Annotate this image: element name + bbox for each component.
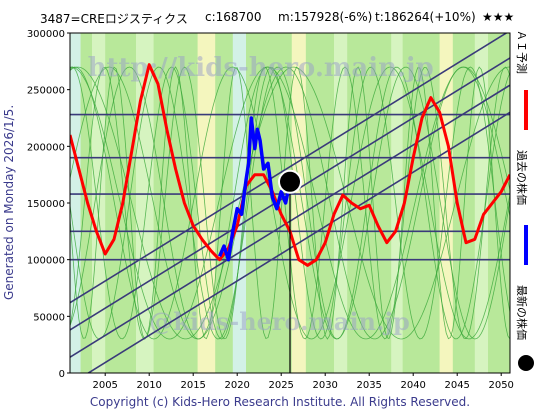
x-tick-label: 2005: [92, 380, 117, 391]
x-tick-label: 2010: [136, 380, 161, 391]
x-tick-label: 2035: [356, 380, 381, 391]
legend-label: ＡＩ予測: [515, 30, 528, 74]
background-band: [391, 33, 403, 373]
background-band: [92, 33, 106, 373]
mean-price: m:157928(-6%): [278, 10, 373, 24]
legend-swatch: [524, 90, 528, 130]
history-price-line: [217, 116, 292, 262]
y-tick-label: 100000: [27, 256, 65, 267]
background-wave: [70, 66, 510, 340]
watermark-text: @kids-hero.main.jp: [149, 307, 410, 336]
legend-label: 過去の株価: [515, 150, 528, 205]
x-tick-label: 2030: [312, 380, 337, 391]
latest-point: [278, 169, 302, 373]
y-tick-label: 0: [59, 369, 65, 380]
current-price: c:168700: [205, 10, 262, 24]
x-tick-label: 2045: [444, 380, 469, 391]
y-tick-label: 300000: [27, 29, 65, 40]
x-tick-label: 2040: [400, 380, 425, 391]
background-wave: [70, 66, 510, 340]
plot-background: [70, 33, 510, 373]
axes: 0 50000 100000 150000 200000 250000 300000 2005…: [27, 29, 514, 391]
x-tick-label: 2015: [180, 380, 205, 391]
rating-stars: ★★★: [482, 10, 515, 24]
x-tick-label: 2050: [488, 380, 513, 391]
legend-dot: [518, 355, 534, 371]
background-band: [439, 33, 453, 373]
y-tick-label: 200000: [27, 142, 65, 153]
trend-line: [70, 33, 508, 304]
y-tick-label: 150000: [27, 199, 65, 210]
copyright-text: Copyright (c) Kids-Hero Research Institu…: [89, 395, 471, 409]
background-band: [70, 33, 81, 373]
latest-price-dot: [278, 169, 302, 194]
target-price: t:186264(+10%): [375, 10, 476, 24]
y-tick-label: 250000: [27, 86, 65, 97]
x-tick-label: 2020: [224, 380, 249, 391]
generated-date-label: Generated on Monday 2026/1/5.: [2, 104, 16, 300]
legend-swatch: [524, 225, 528, 265]
y-tick-label: 50000: [33, 312, 65, 323]
watermark-text: http://kids-hero.main.jp: [88, 53, 434, 83]
background-band: [197, 33, 216, 373]
x-tick-label: 2025: [268, 380, 293, 391]
legend-label: 最新の株価: [515, 285, 528, 340]
background-wave: [70, 66, 510, 340]
stock-code: 3487=CREロジスティクス: [40, 12, 188, 26]
